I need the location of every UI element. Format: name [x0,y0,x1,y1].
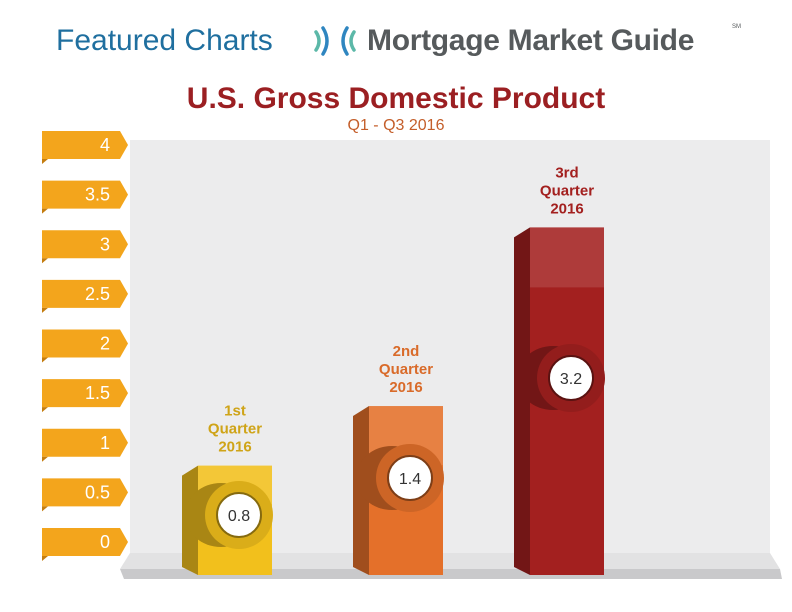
category-label-line: 2016 [389,379,422,396]
y-tick-label: 4 [100,135,110,155]
bar-highlight [530,227,604,288]
mortgage-market-guide-text: Mortgage Market Guide [367,24,695,57]
category-label: 1st Quarter 2016 [208,403,262,456]
y-tick-fold [42,407,48,413]
chart-title: U.S. Gross Domestic Product [186,82,606,115]
chart-subtitle: Q1 - Q3 2016 [347,117,445,134]
y-tick-fold [42,307,48,313]
y-tick-label: 3.5 [85,185,110,205]
category-label-line: 2016 [218,439,251,456]
y-tick-label: 2 [100,334,110,354]
signal-waves-icon [314,26,356,56]
data-label: 0.8 [228,508,250,525]
y-tick-fold [42,506,48,512]
y-tick-tab [42,279,128,308]
y-tick-tab [42,230,128,259]
featured-charts-text: Featured Charts [56,24,273,57]
y-tick-fold [42,556,48,561]
bar-group: 0.8 1st Quarter 2016 [182,403,273,575]
category-label-line: Quarter [379,361,433,378]
y-tick-tab [42,528,128,556]
y-tick-label: 1.5 [85,383,110,403]
y-tick-tab [42,379,128,408]
y-tick-label: 0 [100,532,110,552]
y-tick-fold [42,159,48,164]
category-label-line: 1st [224,403,246,420]
chart-floor-edge [120,569,782,579]
header-banner: Featured Charts Mortgage Market Guide SM [0,14,792,64]
y-tick-label: 2.5 [85,284,110,304]
category-label-line: Quarter [540,182,594,199]
data-label: 3.2 [560,371,582,388]
bar-side [514,227,530,575]
y-tick-fold [42,258,48,264]
y-tick-fold [42,357,48,363]
y-tick-label: 0.5 [85,482,110,502]
category-label-line: 3rd [555,164,578,181]
y-tick-fold [42,208,48,214]
y-tick-label: 1 [100,433,110,453]
chart-floor [120,553,780,569]
y-tick-fold [42,456,48,462]
category-label-line: 2nd [393,343,420,360]
y-tick-tab [42,180,128,209]
y-tick-label: 3 [100,234,110,254]
category-label-line: 2016 [550,200,583,217]
value-badge [216,492,262,538]
value-badge [387,455,433,501]
category-label-line: Quarter [208,421,262,438]
data-label: 1.4 [399,471,421,488]
y-tick-tab [42,428,128,457]
category-label: 3rd Quarter 2016 [540,164,594,217]
bar-group: 3.2 3rd Quarter 2016 [514,164,605,575]
y-tick-tab [42,329,128,358]
service-mark: SM [732,24,741,30]
value-badge [548,355,594,401]
y-tick-tab [42,478,128,507]
bar-group: 1.4 2nd Quarter 2016 [353,343,444,575]
category-label: 2nd Quarter 2016 [379,343,433,396]
y-tick-tab [42,131,128,159]
